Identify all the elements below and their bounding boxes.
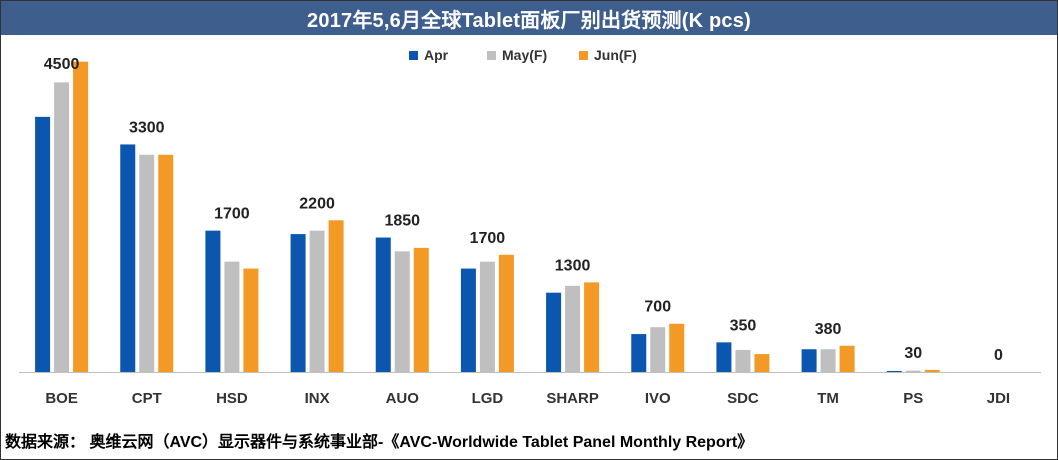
category-label-boe: BOE [45, 390, 78, 407]
bar-tm-2 [839, 345, 855, 372]
legend-swatch-0 [409, 51, 418, 60]
data-label-auo: 1850 [384, 213, 420, 230]
category-label-jdi: JDI [987, 390, 1010, 407]
chart-title: 2017年5,6月全球Tablet面板厂别出货预测(K pcs) [1, 1, 1057, 35]
data-label-ps: 30 [904, 345, 922, 362]
bar-ps-1 [905, 370, 921, 372]
bar-ivo-1 [650, 327, 666, 372]
data-label-cpt: 3300 [129, 119, 165, 136]
bar-lgd-1 [479, 261, 495, 372]
bar-lgd-2 [498, 254, 514, 372]
data-label-ivo: 700 [644, 299, 671, 316]
category-label-tm: TM [817, 390, 839, 407]
source-note: 数据来源： 奥维云网（AVC）显示器件与系统事业部-《AVC-Worldwide… [5, 434, 754, 451]
data-label-tm: 380 [815, 321, 842, 338]
category-label-lgd: LGD [472, 390, 504, 407]
bar-cpt-0 [120, 144, 136, 372]
bar-tm-1 [820, 349, 836, 372]
category-label-sharp: SHARP [546, 390, 599, 407]
bar-hsd-1 [224, 261, 240, 372]
category-label-ps: PS [903, 390, 923, 407]
bar-boe-2 [73, 61, 89, 372]
data-label-hsd: 1700 [214, 206, 250, 223]
bar-sdc-0 [716, 342, 732, 372]
bar-inx-0 [290, 234, 306, 372]
bar-cpt-1 [139, 154, 155, 372]
legend-label-2: Jun(F) [594, 47, 637, 63]
data-label-lgd: 1700 [470, 230, 506, 247]
bar-cpt-2 [158, 154, 174, 372]
bar-auo-0 [375, 237, 391, 372]
bar-ivo-0 [631, 334, 647, 372]
bar-inx-2 [328, 220, 344, 372]
bar-ps-0 [886, 370, 902, 372]
chart-area: Apr May(F) Jun(F) BOE 4500 CPT 3300 HSD 1700 INX 2… [1, 35, 1057, 427]
category-label-auo: AUO [386, 390, 420, 407]
category-label-inx: INX [305, 390, 330, 407]
bar-auo-1 [394, 251, 410, 372]
data-label-sdc: 350 [730, 317, 757, 334]
legend-swatch-1 [487, 51, 496, 60]
data-label-boe: 4500 [44, 56, 80, 73]
legend-label-0: Apr [424, 47, 449, 63]
bar-sharp-1 [565, 285, 581, 372]
category-label-cpt: CPT [132, 390, 162, 407]
category-label-sdc: SDC [727, 390, 759, 407]
bar-ivo-2 [669, 323, 685, 372]
bar-sharp-2 [584, 282, 600, 372]
category-label-ivo: IVO [645, 390, 671, 407]
bar-lgd-0 [460, 268, 476, 372]
bar-auo-2 [413, 247, 429, 372]
data-label-sharp: 1300 [555, 257, 591, 274]
bar-tm-0 [801, 349, 817, 372]
category-label-hsd: HSD [216, 390, 248, 407]
bar-boe-1 [54, 82, 70, 372]
bar-inx-1 [309, 230, 325, 372]
legend-swatch-2 [579, 51, 588, 60]
bar-hsd-0 [205, 230, 221, 372]
legend-label-1: May(F) [502, 47, 547, 63]
bar-sdc-1 [735, 349, 751, 372]
bar-hsd-2 [243, 268, 259, 372]
bar-sharp-0 [546, 292, 562, 372]
data-label-jdi: 0 [994, 347, 1003, 364]
bar-sdc-2 [754, 354, 770, 372]
bar-chart: Apr May(F) Jun(F) BOE 4500 CPT 3300 HSD 1700 INX 2… [19, 47, 1041, 407]
bar-boe-0 [35, 116, 51, 373]
bar-ps-2 [924, 369, 940, 372]
data-label-inx: 2200 [299, 195, 335, 212]
